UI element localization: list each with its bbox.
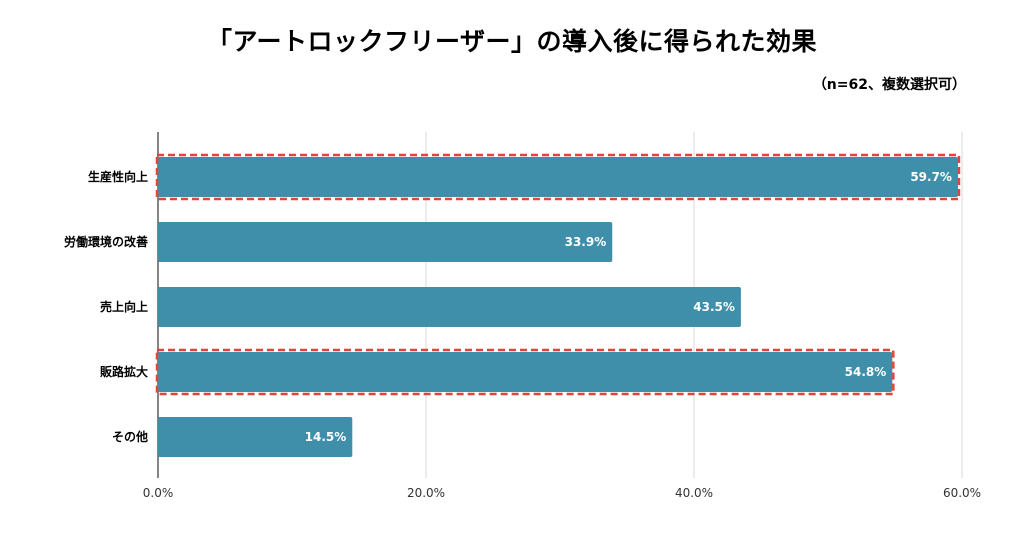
bar-value-label: 54.8% — [845, 365, 887, 379]
bars: 59.7% 33.9% 43.5% 54.8% 14.5% — [155, 153, 961, 457]
chart-title: 「アートロックフリーザー」の導入後に得られた効果 — [206, 27, 817, 56]
category-label: 売上向上 — [100, 299, 148, 314]
x-tick-label: 0.0% — [143, 486, 174, 500]
bar-value-label: 33.9% — [565, 235, 607, 249]
bar — [158, 157, 958, 197]
category-label: 販路拡大 — [100, 364, 148, 379]
category-label: 労働環境の改善 — [64, 234, 148, 249]
bar — [158, 417, 353, 457]
bar-group: 54.8% — [155, 348, 895, 396]
bar-group: 14.5% — [158, 417, 353, 457]
category-label: 生産性向上 — [88, 169, 148, 184]
bar-value-label: 59.7% — [910, 170, 952, 184]
bar-value-label: 14.5% — [305, 430, 347, 444]
chart-subtitle: （n=62、複数選択可） — [812, 77, 966, 93]
x-tick-label: 40.0% — [675, 486, 713, 500]
category-label: その他 — [112, 429, 148, 444]
bar-group: 59.7% — [155, 153, 961, 201]
x-tick-label: 20.0% — [407, 486, 445, 500]
bar-value-label: 43.5% — [693, 300, 735, 314]
bar-group: 33.9% — [158, 222, 613, 262]
highlight-dashed-border — [155, 153, 961, 201]
bar — [158, 222, 613, 262]
bar — [158, 352, 893, 392]
highlight-dashed-border — [155, 348, 895, 396]
x-tick-label: 60.0% — [943, 486, 981, 500]
bar — [158, 287, 741, 327]
bar-group: 43.5% — [158, 287, 741, 327]
x-axis-ticks: 0.0% 20.0% 40.0% 60.0% — [143, 486, 981, 500]
